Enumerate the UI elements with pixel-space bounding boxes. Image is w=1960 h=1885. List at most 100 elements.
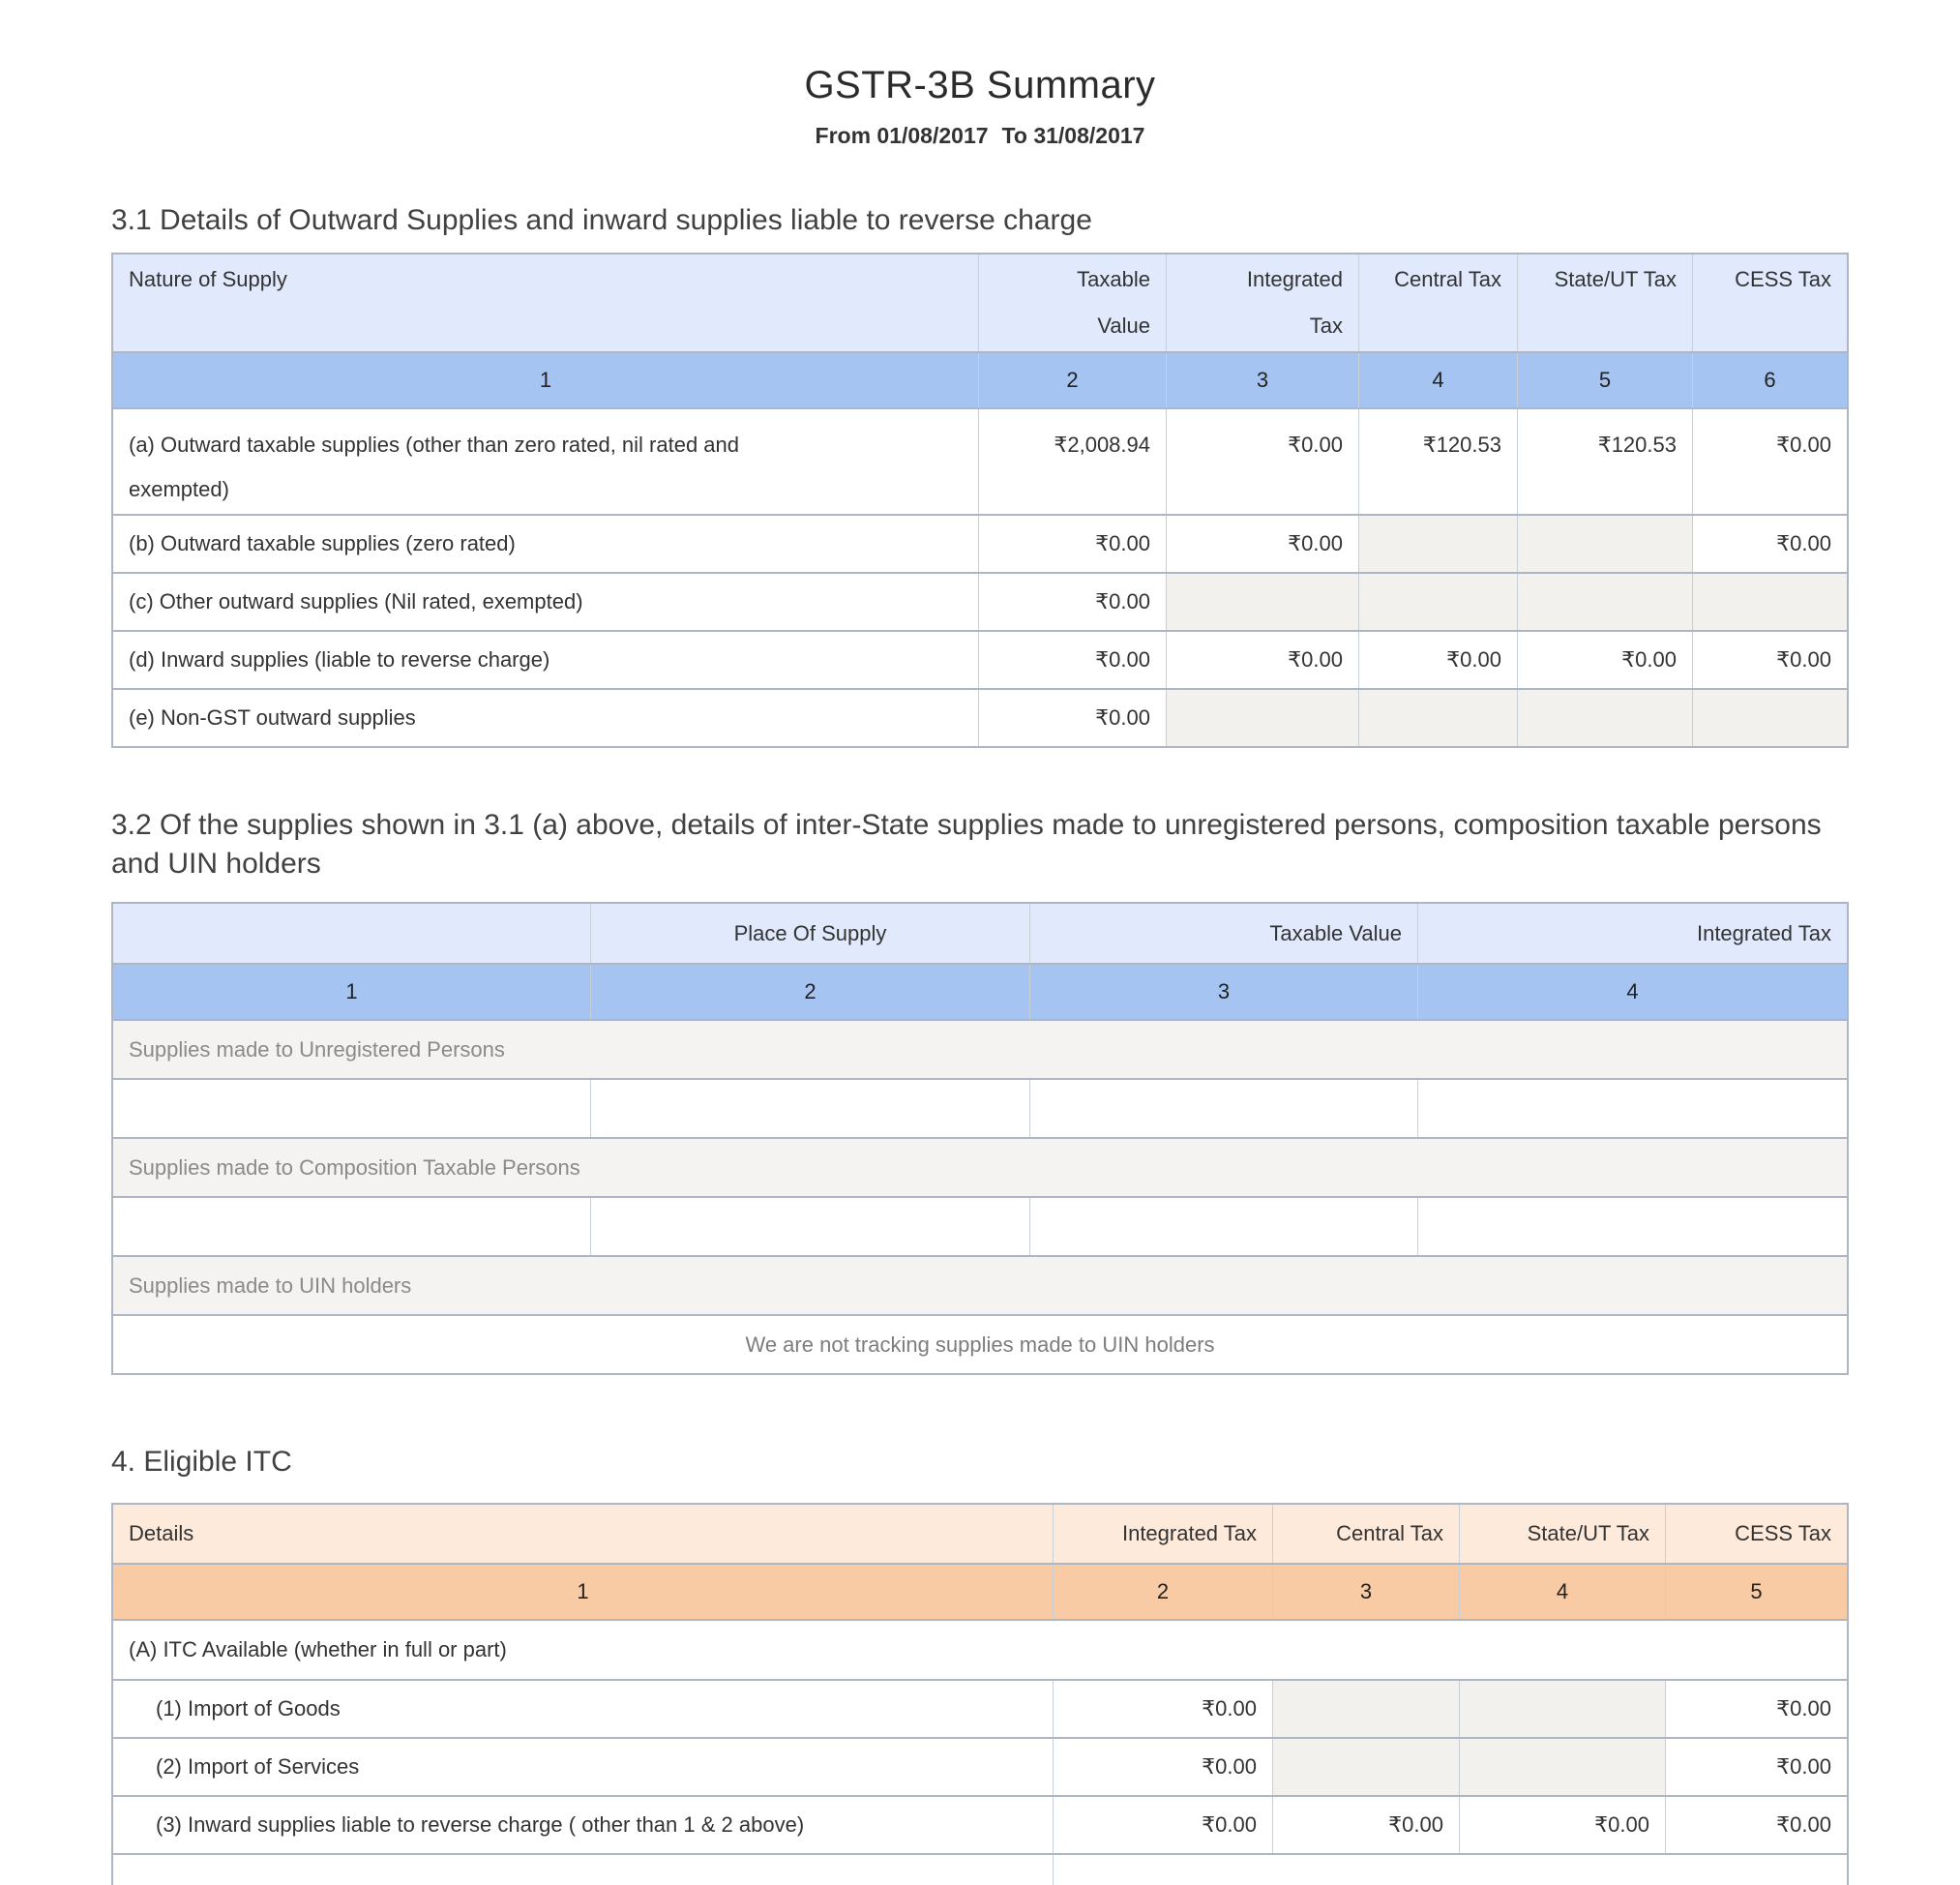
central-tax-cell: ₹0.00: [1272, 1797, 1459, 1853]
disabled-cell: [1358, 690, 1517, 746]
table-row-import-of-goods: (1) Import of Goods ₹0.00 ₹0.00: [113, 1679, 1847, 1737]
uin-not-tracking-message: We are not tracking supplies made to UIN…: [745, 1331, 1215, 1357]
integrated-tax-cell: ₹0.00: [1166, 632, 1358, 688]
uin-message-row: We are not tracking supplies made to UIN…: [113, 1314, 1847, 1373]
table-row-outward-taxable-supplies: (a) Outward taxable supplies (other than…: [113, 407, 1847, 514]
state-ut-tax-cell: ₹120.53: [1517, 409, 1692, 514]
col-header-details: Details: [129, 1521, 194, 1545]
table-3-2-interstate-supplies: Place Of Supply Taxable Value Integrated…: [111, 902, 1849, 1375]
col-header-state-ut-tax: State/UT Tax: [1459, 1505, 1665, 1563]
group-row-unregistered-persons: Supplies made to Unregistered Persons: [113, 1019, 1847, 1078]
row-label: (2) Import of Services: [156, 1754, 360, 1779]
col-number: 3: [1272, 1565, 1459, 1619]
disabled-cell: [1517, 690, 1692, 746]
empty-cell: [113, 1080, 590, 1137]
taxable-value-cell: ₹0.00: [978, 574, 1166, 630]
row-label: (b) Outward taxable supplies (zero rated…: [129, 531, 516, 555]
disabled-cell: [1517, 516, 1692, 572]
cess-tax-cell: ₹0.00: [1692, 516, 1847, 572]
taxable-value-cell: ₹0.00: [978, 516, 1166, 572]
col-number: 1: [345, 979, 358, 1003]
col-header-cess-tax: CESS Tax: [1692, 254, 1847, 351]
disabled-cell: [1166, 690, 1358, 746]
col-number: 4: [1417, 965, 1847, 1019]
table-row-inward-reverse-charge-itc: (3) Inward supplies liable to reverse ch…: [113, 1795, 1847, 1853]
table-3-1-header-row: Nature of Supply Taxable Value Integrate…: [113, 254, 1847, 351]
report-date-range: From 01/08/2017 To 31/08/2017: [111, 123, 1849, 149]
col-number: 3: [1029, 965, 1417, 1019]
taxable-value-cell: ₹2,008.94: [978, 409, 1166, 514]
col-number: 5: [1665, 1565, 1847, 1619]
row-label: (d) Inward supplies (liable to reverse c…: [129, 647, 550, 672]
table-3-2-number-row: 1 2 3 4: [113, 963, 1847, 1019]
row-label: (c) Other outward supplies (Nil rated, e…: [129, 589, 583, 613]
table-4-eligible-itc: Details Integrated Tax Central Tax State…: [111, 1503, 1849, 1885]
table-row-other-outward-supplies: (c) Other outward supplies (Nil rated, e…: [113, 572, 1847, 630]
group-row-composition-taxable-persons: Supplies made to Composition Taxable Per…: [113, 1137, 1847, 1196]
state-ut-tax-cell: ₹0.00: [1517, 632, 1692, 688]
table-row-non-gst-supplies: (e) Non-GST outward supplies ₹0.00: [113, 688, 1847, 746]
empty-cell: [1029, 1080, 1417, 1137]
col-header-central-tax: Central Tax: [1358, 254, 1517, 351]
empty-cell: [113, 1198, 590, 1255]
col-number: 2: [1053, 1565, 1272, 1619]
central-tax-cell: ₹0.00: [1358, 632, 1517, 688]
cess-tax-cell: ₹0.00: [1665, 1797, 1847, 1853]
group-label: Supplies made to UIN holders: [129, 1272, 412, 1298]
integrated-tax-cell: ₹0.00: [1053, 1739, 1272, 1795]
group-label: Supplies made to Unregistered Persons: [129, 1036, 505, 1062]
group-row-uin-holders: Supplies made to UIN holders: [113, 1255, 1847, 1314]
taxable-value-cell: ₹0.00: [978, 690, 1166, 746]
group-row-itc-available: (A) ITC Available (whether in full or pa…: [113, 1619, 1847, 1679]
disabled-cell: [1272, 1681, 1459, 1737]
disabled-cell: [1272, 1739, 1459, 1795]
col-header-taxable-value: Taxable Value: [978, 254, 1166, 351]
col-number: 5: [1517, 353, 1692, 407]
integrated-tax-cell: ₹0.00: [1166, 409, 1358, 514]
disabled-cell: [1459, 1739, 1665, 1795]
col-header-integrated-tax: Integrated Tax: [1166, 254, 1358, 351]
col-number: 1: [539, 368, 552, 392]
col-header-blank: [113, 904, 590, 963]
table-row-import-of-services: (2) Import of Services ₹0.00 ₹0.00: [113, 1737, 1847, 1795]
section-3-1-heading: 3.1 Details of Outward Supplies and inwa…: [111, 204, 1092, 236]
partially-visible-row: [113, 1853, 1847, 1885]
table-row-zero-rated-supplies: (b) Outward taxable supplies (zero rated…: [113, 514, 1847, 572]
col-header-integrated-tax: Integrated Tax: [1417, 904, 1847, 963]
table-3-1-number-row: 1 2 3 4 5 6: [113, 351, 1847, 407]
col-number: 6: [1692, 353, 1847, 407]
col-number: 4: [1358, 353, 1517, 407]
section-4-heading: 4. Eligible ITC: [111, 1446, 292, 1478]
table-3-2-header-row: Place Of Supply Taxable Value Integrated…: [113, 904, 1847, 963]
disabled-cell: [1358, 574, 1517, 630]
row-label: (1) Import of Goods: [156, 1696, 341, 1720]
disabled-cell: [1358, 516, 1517, 572]
integrated-tax-cell: ₹0.00: [1166, 516, 1358, 572]
empty-data-row: [113, 1078, 1847, 1137]
table-row-inward-reverse-charge: (d) Inward supplies (liable to reverse c…: [113, 630, 1847, 688]
taxable-value-cell: ₹0.00: [978, 632, 1166, 688]
integrated-tax-cell: ₹0.00: [1053, 1681, 1272, 1737]
col-number: 2: [590, 965, 1029, 1019]
page-title: GSTR-3B Summary: [804, 64, 1156, 106]
col-header-central-tax: Central Tax: [1272, 1505, 1459, 1563]
state-ut-tax-cell: ₹0.00: [1459, 1797, 1665, 1853]
table-4-header-row: Details Integrated Tax Central Tax State…: [113, 1505, 1847, 1563]
empty-cell: [1029, 1198, 1417, 1255]
cess-tax-cell: ₹0.00: [1692, 409, 1847, 514]
empty-cell: [590, 1198, 1029, 1255]
empty-cell: [590, 1080, 1029, 1137]
table-4-number-row: 1 2 3 4 5: [113, 1563, 1847, 1619]
date-to: To 31/08/2017: [1001, 123, 1145, 148]
disabled-cell: [1166, 574, 1358, 630]
date-from: From 01/08/2017: [815, 123, 989, 148]
disabled-cell: [1692, 574, 1847, 630]
disabled-cell: [1692, 690, 1847, 746]
empty-cell: [1417, 1198, 1847, 1255]
row-label: (3) Inward supplies liable to reverse ch…: [156, 1812, 805, 1837]
cess-tax-cell: ₹0.00: [1692, 632, 1847, 688]
empty-cell: [1053, 1855, 1847, 1885]
row-label: (e) Non-GST outward supplies: [129, 705, 416, 730]
col-header-integrated-tax: Integrated Tax: [1053, 1505, 1272, 1563]
group-label: Supplies made to Composition Taxable Per…: [129, 1154, 580, 1180]
